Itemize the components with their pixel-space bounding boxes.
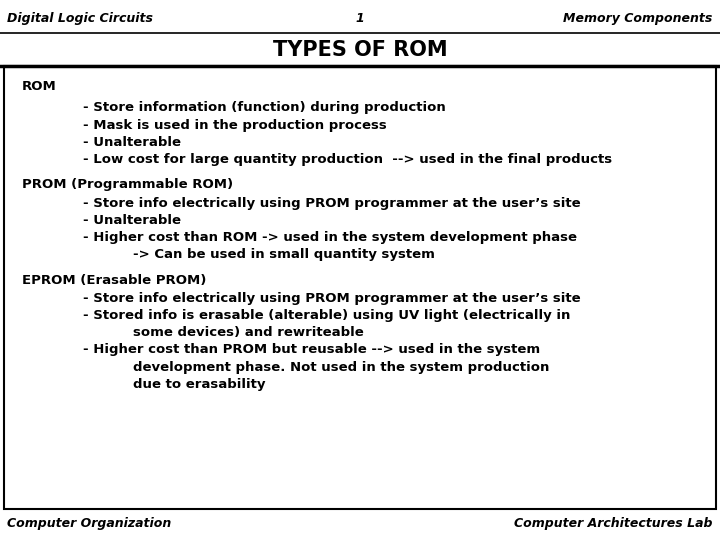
Text: - Stored info is erasable (alterable) using UV light (electrically in: - Stored info is erasable (alterable) us… xyxy=(83,309,570,322)
Text: - Store information (function) during production: - Store information (function) during pr… xyxy=(83,102,446,114)
Text: 1: 1 xyxy=(356,12,364,25)
Text: PROM (Programmable ROM): PROM (Programmable ROM) xyxy=(22,178,233,191)
Text: TYPES OF ROM: TYPES OF ROM xyxy=(273,39,447,60)
Text: - Store info electrically using PROM programmer at the user’s site: - Store info electrically using PROM pro… xyxy=(83,292,580,305)
Text: due to erasability: due to erasability xyxy=(133,378,266,391)
Text: - Mask is used in the production process: - Mask is used in the production process xyxy=(83,119,387,132)
Text: Digital Logic Circuits: Digital Logic Circuits xyxy=(7,12,153,25)
Text: - Unalterable: - Unalterable xyxy=(83,136,181,149)
Text: - Unalterable: - Unalterable xyxy=(83,214,181,227)
Text: - Store info electrically using PROM programmer at the user’s site: - Store info electrically using PROM pro… xyxy=(83,197,580,210)
Text: EPROM (Erasable PROM): EPROM (Erasable PROM) xyxy=(22,274,206,287)
Text: some devices) and rewriteable: some devices) and rewriteable xyxy=(133,326,364,339)
Text: - Low cost for large quantity production  --> used in the final products: - Low cost for large quantity production… xyxy=(83,153,612,166)
Text: Computer Architectures Lab: Computer Architectures Lab xyxy=(514,517,713,530)
Text: Memory Components: Memory Components xyxy=(564,12,713,25)
Text: - Higher cost than PROM but reusable --> used in the system: - Higher cost than PROM but reusable -->… xyxy=(83,343,540,356)
FancyBboxPatch shape xyxy=(4,66,716,509)
Text: - Higher cost than ROM -> used in the system development phase: - Higher cost than ROM -> used in the sy… xyxy=(83,231,577,244)
Text: -> Can be used in small quantity system: -> Can be used in small quantity system xyxy=(133,248,435,261)
Text: ROM: ROM xyxy=(22,80,56,93)
Text: Computer Organization: Computer Organization xyxy=(7,517,171,530)
Text: development phase. Not used in the system production: development phase. Not used in the syste… xyxy=(133,361,549,374)
